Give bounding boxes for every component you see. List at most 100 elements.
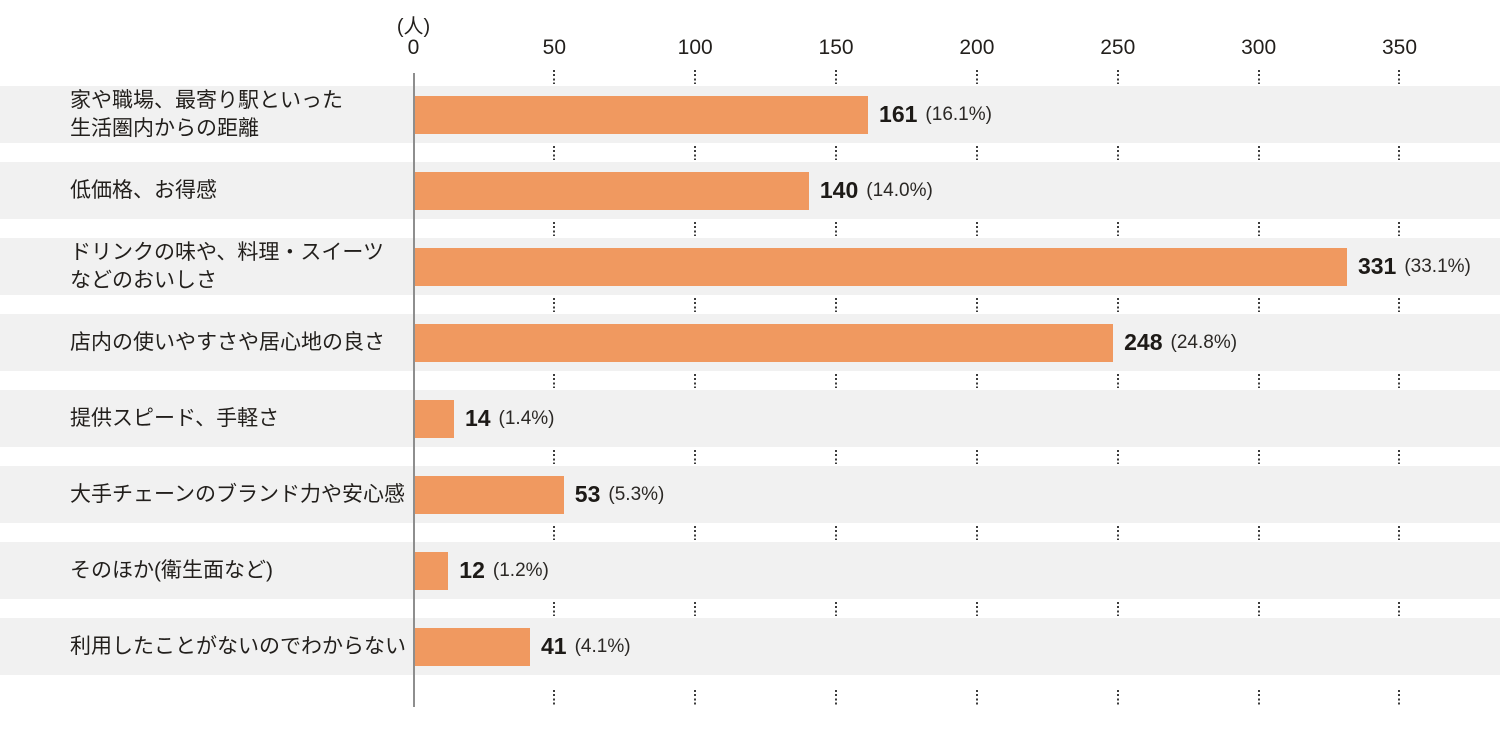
category-label: そのほか(衛生面など) (70, 557, 273, 585)
category-label-line: 提供スピード、手軽さ (70, 406, 280, 430)
gridline-dots (835, 373, 838, 388)
gridline-dots (553, 525, 556, 540)
category-label-line: 店内の使いやすさや居心地の良さ (70, 330, 385, 354)
x-tick-label: 250 (1100, 36, 1136, 59)
value-label: 12 (1.2%) (459, 542, 549, 599)
gridline-dots (835, 525, 838, 540)
gridline-dots (553, 221, 556, 236)
gridline-dots (1398, 145, 1401, 160)
gridline-dots (975, 145, 978, 160)
value-label: 53 (5.3%) (575, 466, 665, 523)
gridline-dots (694, 297, 697, 312)
value-percent: (24.8%) (1170, 331, 1238, 353)
gridline-dots (694, 690, 697, 705)
gridline-dots (975, 601, 978, 616)
gridline-dots (1257, 221, 1260, 236)
category-label-line: 生活圏内からの距離 (70, 116, 259, 140)
gridline-dots (1398, 525, 1401, 540)
row-band: 提供スピード、手軽さ (0, 390, 1500, 447)
x-tick-label: 350 (1381, 36, 1418, 59)
category-label: ドリンクの味や、料理・スイーツ などのおいしさ (70, 239, 384, 295)
x-tick-label: 200 (959, 36, 995, 59)
value-number: 140 (819, 177, 859, 203)
bar (414, 551, 449, 590)
value-number: 14 (464, 405, 491, 431)
gridline-dots (553, 373, 556, 388)
gridline-dots (1116, 145, 1119, 160)
gridline-dots (835, 601, 838, 616)
category-label: 提供スピード、手軽さ (70, 405, 279, 433)
gridline-dots (694, 70, 697, 84)
value-label: 41 (4.1%) (541, 618, 631, 675)
gridline-dots (1257, 70, 1260, 84)
gridline-dots (975, 70, 978, 84)
value-percent: (5.3%) (608, 483, 665, 505)
gridline-dots (1398, 70, 1401, 84)
gridline-dots (1116, 690, 1119, 705)
gridline-dots (553, 449, 556, 464)
category-label: 店内の使いやすさや居心地の良さ (70, 329, 385, 357)
value-label: 331 (33.1%) (1358, 238, 1471, 295)
gridline-dots (1257, 145, 1260, 160)
gridline-dots (835, 690, 838, 705)
bar (414, 171, 809, 210)
category-label: 大手チェーンのブランド力や安心感 (70, 481, 405, 509)
category-label: 家や職場、最寄り駅といった 生活圏内からの距離 (70, 87, 343, 143)
value-percent: (4.1%) (574, 635, 631, 657)
category-label-line: 低価格、お得感 (70, 178, 217, 202)
row-band: そのほか(衛生面など) (0, 542, 1500, 599)
gridline-dots (835, 145, 838, 160)
category-label-line: などのおいしさ (70, 268, 217, 292)
value-number: 41 (541, 633, 567, 659)
category-label: 利用したことがないのでわからない (70, 633, 406, 661)
value-percent: (33.1%) (1404, 255, 1471, 277)
gridline-dots (1398, 373, 1401, 388)
gridline-dots (694, 525, 697, 540)
gridline-dots (553, 297, 556, 312)
value-number: 161 (879, 101, 918, 127)
y-axis-line (412, 73, 415, 707)
bar (414, 95, 869, 134)
bar (414, 399, 454, 438)
gridline-dots (694, 145, 697, 160)
x-tick-label: 100 (677, 36, 713, 59)
value-percent: (16.1%) (925, 103, 992, 125)
category-label-line: 家や職場、最寄り駅といった (70, 88, 343, 112)
gridline-dots (694, 221, 697, 236)
gridline-dots (1398, 297, 1401, 312)
row-band: 利用したことがないのでわからない (0, 618, 1500, 675)
gridline-dots (975, 221, 978, 236)
gridline-dots (1116, 70, 1119, 84)
gridline-dots (1257, 601, 1260, 616)
gridline-dots (1398, 221, 1401, 236)
bar (414, 247, 1347, 286)
gridline-dots (1257, 525, 1260, 540)
gridline-dots (1116, 601, 1119, 616)
bar (414, 475, 564, 514)
gridline-dots (975, 297, 978, 312)
axis-unit-label: (人) (396, 16, 431, 38)
x-tick-label: 50 (542, 36, 567, 59)
gridline-dots (1257, 297, 1260, 312)
category-label-line: そのほか(衛生面など) (70, 558, 273, 582)
value-label: 140 (14.0%) (820, 162, 933, 219)
value-percent: (1.2%) (492, 559, 549, 581)
value-label: 161 (16.1%) (879, 86, 992, 143)
x-tick-label: 150 (818, 36, 854, 59)
gridline-dots (1116, 297, 1119, 312)
value-number: 12 (459, 557, 485, 583)
gridline-dots (975, 690, 978, 705)
gridline-dots (694, 601, 697, 616)
gridline-dots (1116, 525, 1119, 540)
x-tick-label: 0 (407, 36, 420, 59)
gridline-dots (835, 297, 838, 312)
gridline-dots (553, 690, 556, 705)
gridline-dots (1257, 449, 1260, 464)
gridline-dots (975, 373, 978, 388)
gridline-dots (1116, 449, 1119, 464)
gridline-dots (553, 70, 556, 84)
gridline-dots (975, 449, 978, 464)
gridline-dots (1257, 690, 1260, 705)
value-number: 331 (1357, 253, 1397, 279)
gridline-dots (835, 70, 838, 84)
